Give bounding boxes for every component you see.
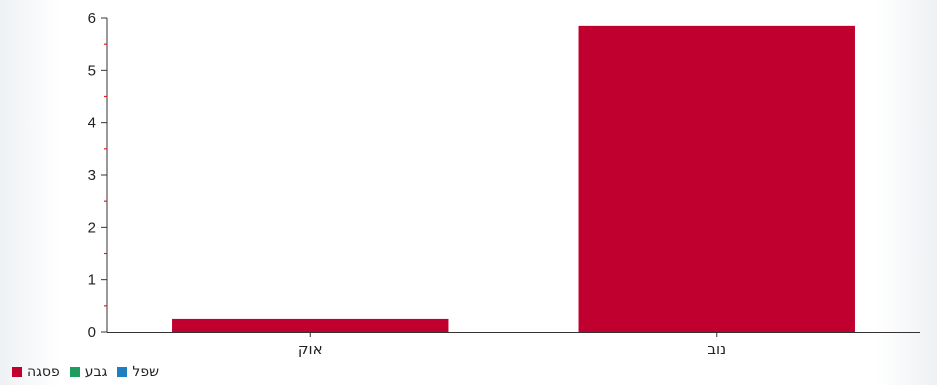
y-tick-label: 3 bbox=[88, 167, 96, 184]
legend-label: שפל bbox=[132, 364, 160, 380]
x-category-label: נוב bbox=[707, 340, 726, 358]
x-category-label: אוק bbox=[298, 340, 323, 358]
y-tick-label: 5 bbox=[88, 62, 96, 79]
legend-item[interactable]: שפל bbox=[117, 364, 159, 380]
y-tick-label: 4 bbox=[88, 115, 96, 132]
legend-swatch bbox=[12, 367, 22, 377]
y-tick-label: 6 bbox=[88, 10, 96, 27]
bar-2[interactable] bbox=[578, 25, 855, 332]
legend-label: פסגה bbox=[27, 364, 60, 380]
legend-item[interactable]: פסגה bbox=[12, 364, 60, 380]
bar-1[interactable] bbox=[172, 318, 449, 332]
y-tick-label: 1 bbox=[88, 272, 96, 289]
chart-legend: פסגה גבע שפל bbox=[12, 362, 159, 382]
y-tick-label: 0 bbox=[88, 324, 96, 341]
legend-swatch bbox=[69, 367, 80, 377]
legend-swatch bbox=[117, 367, 128, 377]
legend-label: גבע bbox=[84, 364, 108, 380]
y-tick-label: 2 bbox=[88, 219, 96, 236]
legend-item[interactable]: גבע bbox=[69, 364, 108, 380]
